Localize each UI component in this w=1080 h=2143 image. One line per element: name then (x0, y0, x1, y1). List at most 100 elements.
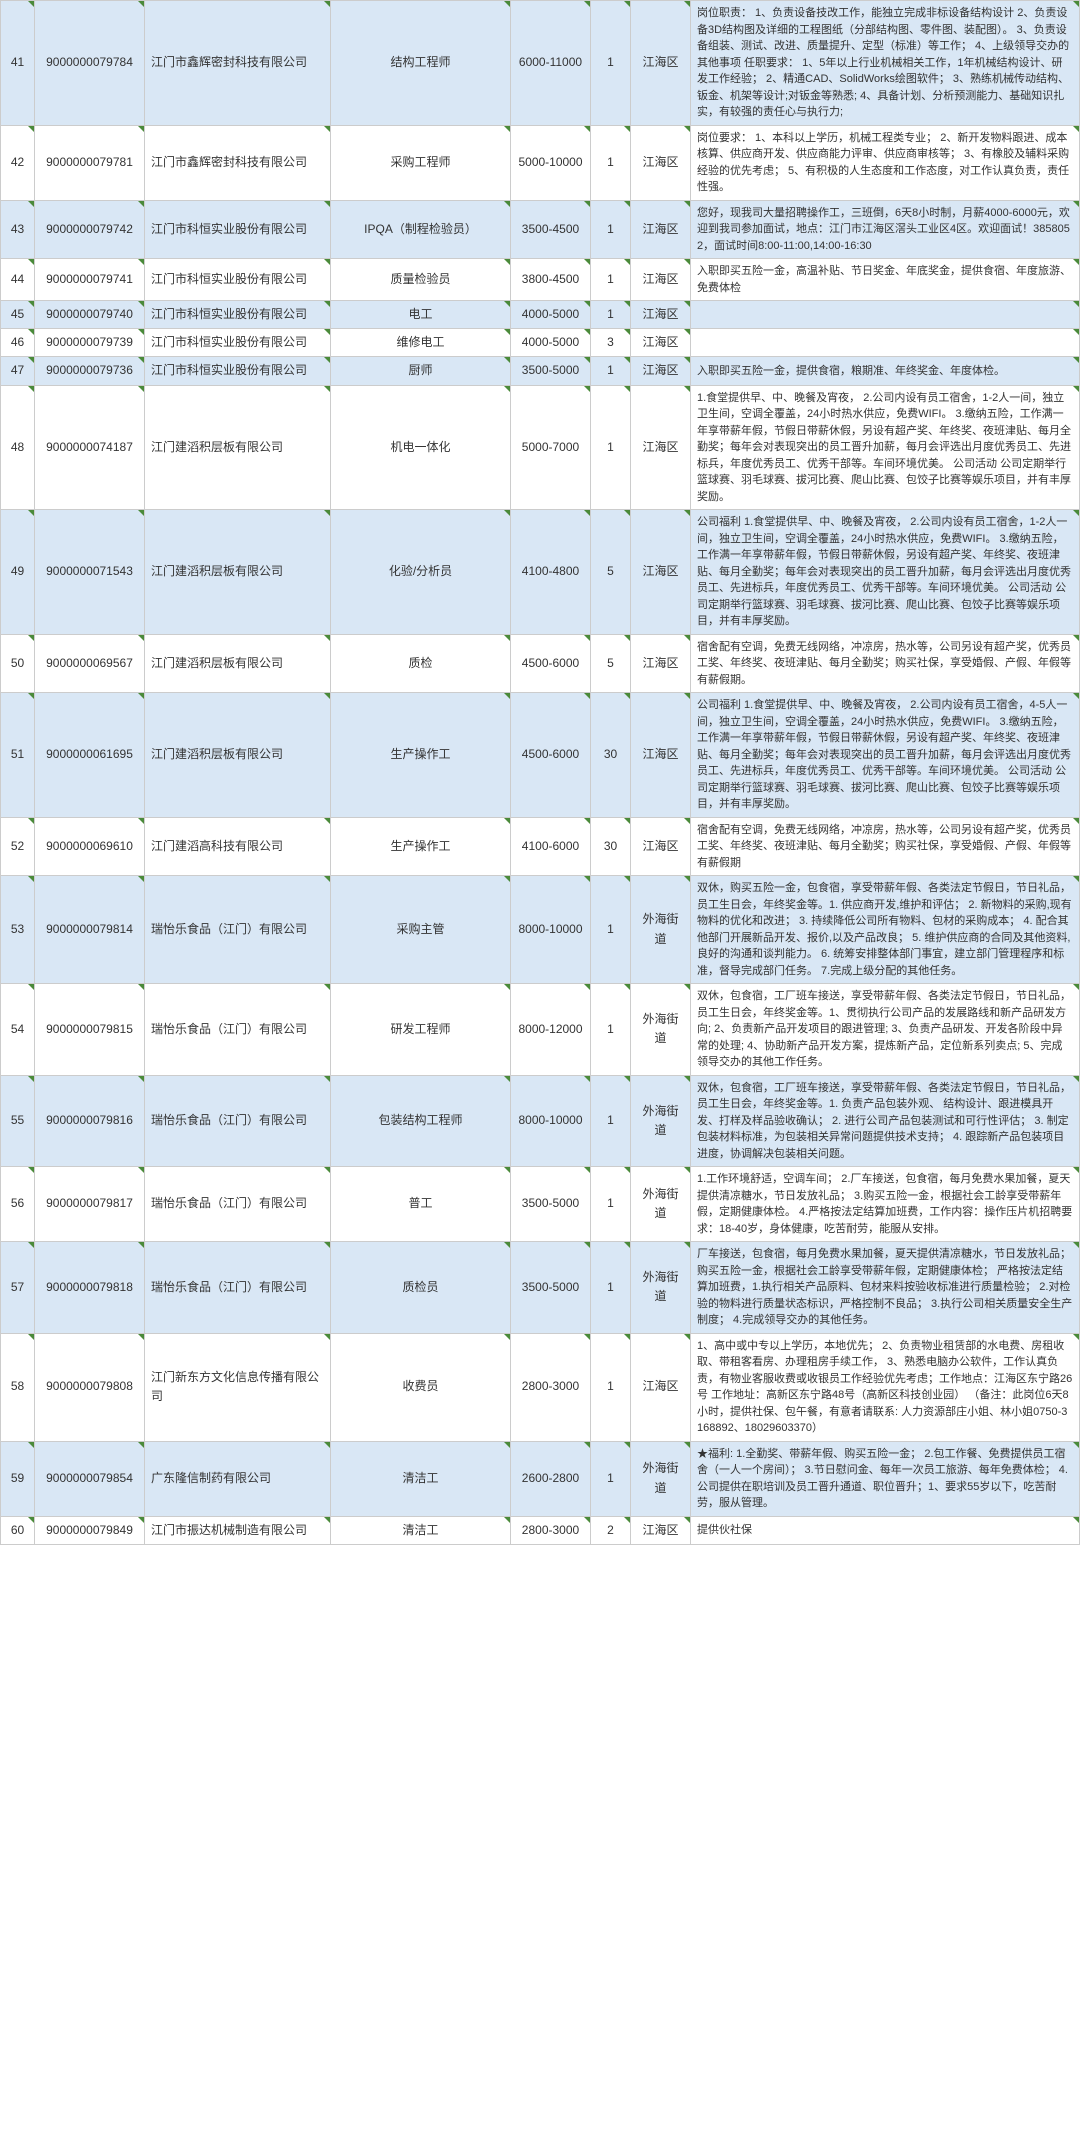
cell-7: 岗位要求： 1、本科以上学历，机械工程类专业； 2、新开发物料跟进、成本核算、供… (691, 125, 1080, 200)
cell-5: 1 (591, 1, 631, 126)
cell-4: 8000-12000 (511, 984, 591, 1076)
cell-6: 外海街道 (631, 1242, 691, 1334)
table-row[interactable]: 449000000079741江门市科恒实业股份有限公司质量检验员3800-45… (1, 259, 1080, 301)
cell-0: 53 (1, 876, 35, 984)
cell-2: 江门市科恒实业股份有限公司 (145, 329, 331, 357)
cell-4: 4100-4800 (511, 510, 591, 635)
cell-0: 57 (1, 1242, 35, 1334)
table-row[interactable]: 599000000079854广东隆信制药有限公司清洁工2600-28001外海… (1, 1441, 1080, 1516)
cell-0: 46 (1, 329, 35, 357)
table-row[interactable]: 429000000079781江门市鑫辉密封科技有限公司采购工程师5000-10… (1, 125, 1080, 200)
cell-2: 江门建滔积层板有限公司 (145, 385, 331, 510)
cell-2: 江门市科恒实业股份有限公司 (145, 200, 331, 259)
cell-0: 55 (1, 1075, 35, 1167)
table-row[interactable]: 569000000079817瑞怡乐食品（江门）有限公司普工3500-50001… (1, 1167, 1080, 1242)
table-row[interactable]: 549000000079815瑞怡乐食品（江门）有限公司研发工程师8000-12… (1, 984, 1080, 1076)
cell-5: 1 (591, 259, 631, 301)
cell-1: 9000000061695 (35, 693, 145, 818)
cell-1: 9000000079742 (35, 200, 145, 259)
cell-5: 5 (591, 510, 631, 635)
cell-1: 9000000079854 (35, 1441, 145, 1516)
table-row[interactable]: 419000000079784江门市鑫辉密封科技有限公司结构工程师6000-11… (1, 1, 1080, 126)
cell-2: 瑞怡乐食品（江门）有限公司 (145, 1167, 331, 1242)
cell-2: 瑞怡乐食品（江门）有限公司 (145, 984, 331, 1076)
table-row[interactable]: 519000000061695江门建滔积层板有限公司生产操作工4500-6000… (1, 693, 1080, 818)
job-table: 419000000079784江门市鑫辉密封科技有限公司结构工程师6000-11… (0, 0, 1080, 1545)
cell-3: 采购工程师 (331, 125, 511, 200)
cell-5: 1 (591, 1441, 631, 1516)
table-row[interactable]: 489000000074187江门建滔积层板有限公司机电一体化5000-7000… (1, 385, 1080, 510)
cell-2: 江门市鑫辉密封科技有限公司 (145, 1, 331, 126)
cell-3: 厨师 (331, 357, 511, 385)
cell-4: 4500-6000 (511, 693, 591, 818)
cell-0: 45 (1, 301, 35, 329)
cell-5: 2 (591, 1516, 631, 1544)
cell-3: 化验/分析员 (331, 510, 511, 635)
table-row[interactable]: 499000000071543江门建滔积层板有限公司化验/分析员4100-480… (1, 510, 1080, 635)
cell-6: 江海区 (631, 259, 691, 301)
table-row[interactable]: 579000000079818瑞怡乐食品（江门）有限公司质检员3500-5000… (1, 1242, 1080, 1334)
cell-0: 52 (1, 817, 35, 876)
cell-6: 江海区 (631, 634, 691, 693)
cell-3: 结构工程师 (331, 1, 511, 126)
cell-1: 9000000079817 (35, 1167, 145, 1242)
cell-1: 9000000079741 (35, 259, 145, 301)
cell-6: 江海区 (631, 301, 691, 329)
cell-7: 公司福利 1.食堂提供早、中、晚餐及宵夜， 2.公司内设有员工宿舍，1-2人一间… (691, 510, 1080, 635)
cell-3: 质检 (331, 634, 511, 693)
cell-6: 外海街道 (631, 984, 691, 1076)
table-row[interactable]: 609000000079849江门市振达机械制造有限公司清洁工2800-3000… (1, 1516, 1080, 1544)
cell-5: 1 (591, 1242, 631, 1334)
cell-7: 提供伙社保 (691, 1516, 1080, 1544)
cell-4: 4000-5000 (511, 301, 591, 329)
cell-0: 49 (1, 510, 35, 635)
cell-4: 4100-6000 (511, 817, 591, 876)
cell-1: 9000000079739 (35, 329, 145, 357)
cell-1: 9000000079736 (35, 357, 145, 385)
table-row[interactable]: 459000000079740江门市科恒实业股份有限公司电工4000-50001… (1, 301, 1080, 329)
table-row[interactable]: 559000000079816瑞怡乐食品（江门）有限公司包装结构工程师8000-… (1, 1075, 1080, 1167)
cell-5: 1 (591, 125, 631, 200)
cell-0: 54 (1, 984, 35, 1076)
table-row[interactable]: 479000000079736江门市科恒实业股份有限公司厨师3500-50001… (1, 357, 1080, 385)
cell-3: 质量检验员 (331, 259, 511, 301)
cell-1: 9000000079740 (35, 301, 145, 329)
cell-6: 江海区 (631, 693, 691, 818)
cell-1: 9000000069610 (35, 817, 145, 876)
cell-2: 江门市振达机械制造有限公司 (145, 1516, 331, 1544)
cell-4: 5000-10000 (511, 125, 591, 200)
table-row[interactable]: 469000000079739江门市科恒实业股份有限公司维修电工4000-500… (1, 329, 1080, 357)
cell-4: 8000-10000 (511, 1075, 591, 1167)
cell-6: 外海街道 (631, 1441, 691, 1516)
cell-2: 江门建滔积层板有限公司 (145, 510, 331, 635)
table-row[interactable]: 439000000079742江门市科恒实业股份有限公司IPQA（制程检验员）3… (1, 200, 1080, 259)
cell-0: 60 (1, 1516, 35, 1544)
cell-4: 2600-2800 (511, 1441, 591, 1516)
cell-4: 8000-10000 (511, 876, 591, 984)
cell-7: 您好，现我司大量招聘操作工，三班倒，6天8小时制，月薪4000-6000元，欢迎… (691, 200, 1080, 259)
cell-4: 3500-5000 (511, 1242, 591, 1334)
cell-0: 44 (1, 259, 35, 301)
cell-7 (691, 301, 1080, 329)
table-row[interactable]: 589000000079808江门新东方文化信息传播有限公司收费员2800-30… (1, 1333, 1080, 1441)
cell-5: 3 (591, 329, 631, 357)
cell-5: 1 (591, 1167, 631, 1242)
cell-3: IPQA（制程检验员） (331, 200, 511, 259)
table-row[interactable]: 529000000069610江门建滔高科技有限公司生产操作工4100-6000… (1, 817, 1080, 876)
cell-3: 研发工程师 (331, 984, 511, 1076)
cell-0: 58 (1, 1333, 35, 1441)
table-row[interactable]: 509000000069567江门建滔积层板有限公司质检4500-60005江海… (1, 634, 1080, 693)
cell-4: 2800-3000 (511, 1333, 591, 1441)
cell-5: 1 (591, 357, 631, 385)
cell-5: 1 (591, 1075, 631, 1167)
cell-5: 30 (591, 817, 631, 876)
cell-1: 9000000079784 (35, 1, 145, 126)
cell-3: 生产操作工 (331, 693, 511, 818)
cell-4: 3500-4500 (511, 200, 591, 259)
cell-6: 外海街道 (631, 1167, 691, 1242)
table-row[interactable]: 539000000079814瑞怡乐食品（江门）有限公司采购主管8000-100… (1, 876, 1080, 984)
cell-6: 江海区 (631, 200, 691, 259)
cell-2: 瑞怡乐食品（江门）有限公司 (145, 1075, 331, 1167)
cell-3: 包装结构工程师 (331, 1075, 511, 1167)
cell-7: 双休，包食宿，工厂班车接送，享受带薪年假、各类法定节假日，节日礼品，员工生日会，… (691, 984, 1080, 1076)
